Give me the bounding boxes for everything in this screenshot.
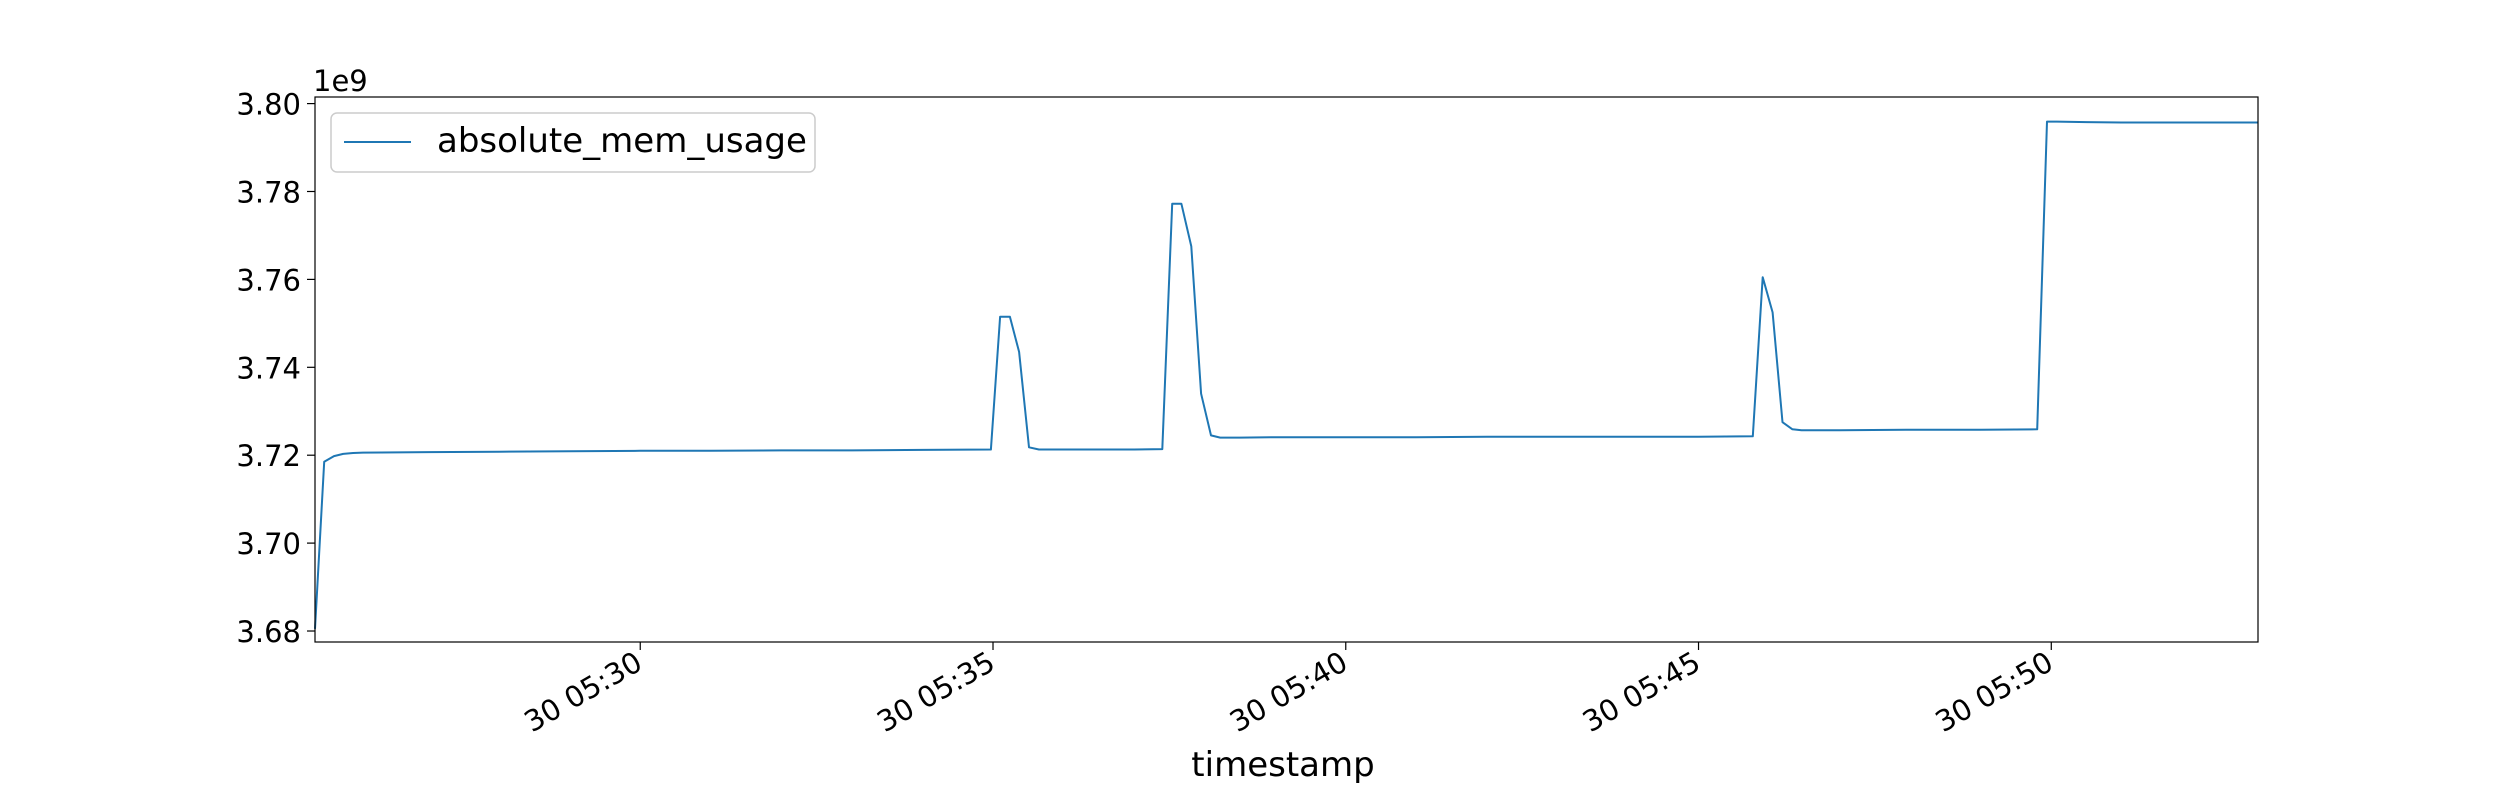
series-line-absolute-mem-usage — [314, 120, 2258, 629]
plot-area — [314, 96, 2259, 643]
y-tick-label: 3.80 — [236, 88, 301, 122]
legend: absolute_mem_usage — [330, 112, 816, 173]
x-axis-label: timestamp — [1191, 745, 1374, 785]
y-axis: 3.68 3.70 3.72 3.74 3.76 3.78 3.80 — [236, 88, 315, 649]
y-axis-offset-label: 1e9 — [313, 64, 368, 98]
plot-frame — [314, 96, 2259, 643]
y-tick-label: 3.76 — [236, 263, 301, 297]
y-tick-label: 3.78 — [236, 175, 301, 209]
y-tick-label: 3.72 — [236, 439, 301, 473]
legend-label: absolute_mem_usage — [437, 121, 807, 161]
y-tick-label: 3.74 — [236, 351, 301, 385]
y-tick-label: 3.70 — [236, 527, 301, 561]
legend-box — [330, 112, 816, 173]
y-tick-label: 3.68 — [236, 615, 301, 649]
